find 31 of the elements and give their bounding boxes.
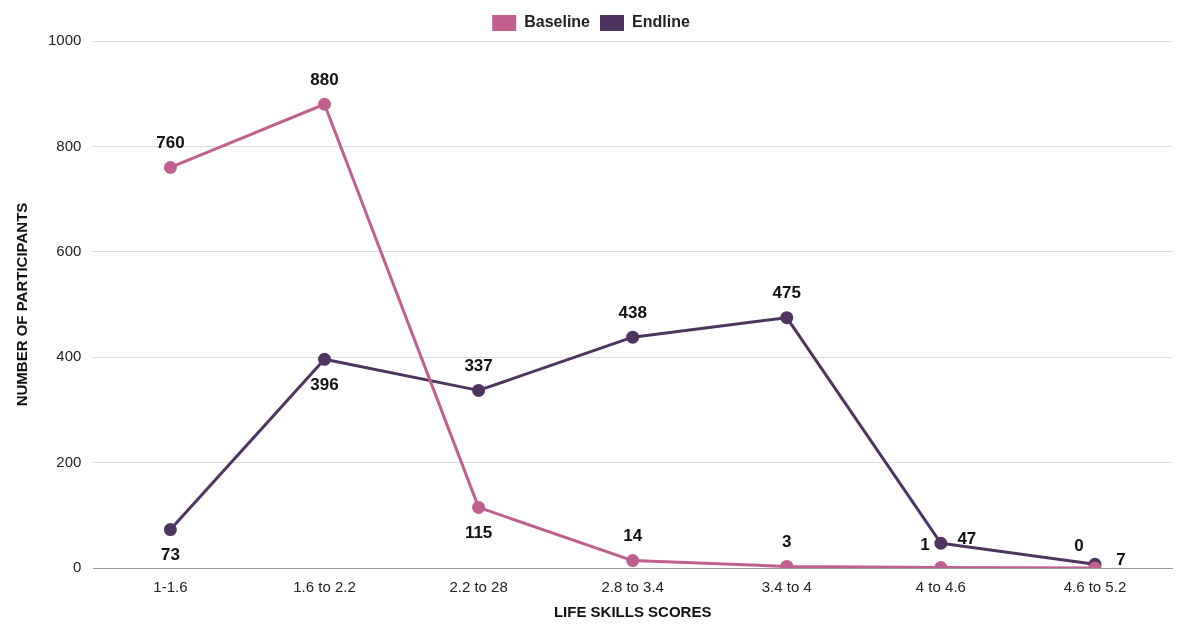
x-tick-label: 4 to 4.6	[915, 578, 966, 596]
data-label: 438	[618, 302, 647, 322]
data-label: 337	[464, 356, 493, 376]
legend-label: Baseline	[524, 13, 591, 31]
y-tick-label: 400	[56, 347, 82, 365]
y-tick-label: 200	[56, 452, 82, 470]
data-label: 7	[1116, 550, 1126, 569]
data-label: 47	[957, 528, 977, 548]
x-tick-label: 4.6 to 5.2	[1063, 578, 1127, 596]
data-label: 115	[464, 523, 493, 543]
x-tick-label: 2.2 to 28	[449, 578, 508, 596]
y-tick-label: 800	[56, 136, 82, 154]
x-tick-label: 1.6 to 2.2	[293, 578, 356, 596]
data-label: 73	[160, 545, 180, 565]
y-tick-label: 600	[56, 241, 82, 259]
y-tick-label: 0	[73, 558, 82, 576]
x-tick-label: 3.4 to 4	[761, 578, 812, 596]
data-label: 3	[782, 532, 792, 552]
data-label: 0	[1074, 535, 1084, 555]
y-tick-label: 1000	[47, 31, 82, 49]
data-label: 396	[310, 375, 339, 394]
data-label: 880	[310, 69, 339, 89]
x-tick-label: 1-1.6	[153, 578, 188, 596]
legend-label: Endline	[632, 13, 690, 31]
data-label: 14	[623, 526, 643, 546]
x-axis-title: LIFE SKILLS SCORES	[553, 603, 712, 621]
data-label: 475	[772, 283, 801, 303]
y-axis-title: NUMBER OF PARTICIPANTS	[13, 202, 31, 407]
data-label: 1	[920, 535, 930, 555]
x-tick-label: 2.8 to 3.4	[601, 578, 664, 596]
data-label: 760	[156, 133, 185, 153]
